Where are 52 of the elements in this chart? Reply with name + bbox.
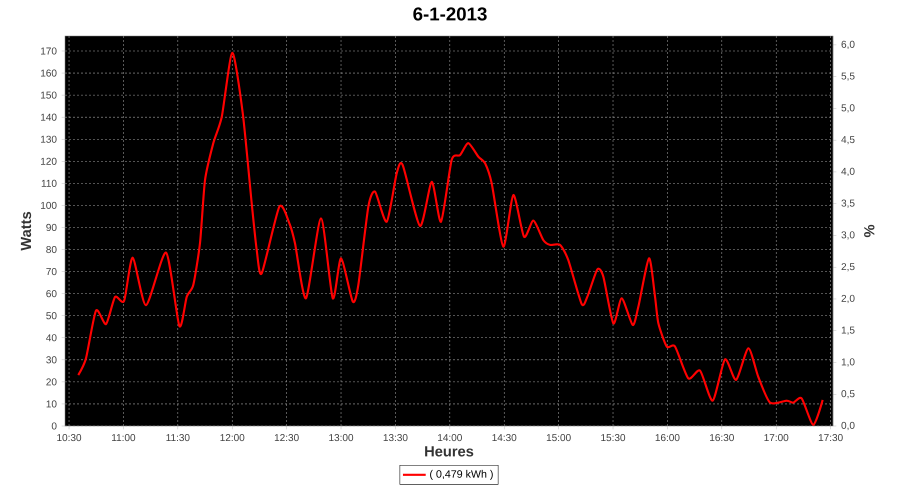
y2-tick-label: 0,5: [841, 390, 855, 398]
legend-label: ( 0,479 kWh ): [430, 470, 493, 480]
y-tick-label: 0: [52, 422, 57, 430]
x-tick-label: 12:00: [220, 434, 244, 442]
x-tick-label: 17:00: [764, 434, 788, 442]
y2-tick-label: 6,0: [842, 40, 855, 50]
x-tick-label: 17:30: [818, 434, 843, 442]
x-tick-label: 11:00: [112, 434, 136, 442]
x-tick-label: 15:00: [546, 434, 571, 442]
y-tick-label: 30: [46, 356, 57, 364]
x-tick-label: 12:30: [274, 434, 299, 442]
x-tick-label: 16:30: [710, 434, 734, 442]
x-tick-label: 15:30: [601, 434, 626, 442]
y-tick-label: 70: [46, 268, 57, 276]
y2-axis-title: %: [864, 224, 874, 238]
y-tick-label: 80: [46, 246, 57, 254]
y2-tick-label: 2,5: [842, 263, 855, 272]
y2-tick-label: 5,0: [841, 104, 855, 113]
y-tick-label: 50: [46, 312, 57, 320]
y-tick-label: 160: [41, 70, 57, 77]
x-tick-label: 14:00: [438, 434, 462, 442]
y-tick-label: 110: [42, 180, 57, 187]
y2-tick-label: 5,5: [841, 72, 855, 81]
y-axis-title: Watts: [20, 212, 32, 251]
y-tick-label: 150: [41, 92, 57, 99]
x-axis-title: Heures: [425, 446, 474, 457]
y2-tick-label: 1,0: [842, 358, 855, 367]
x-tick-label: 11:30: [166, 434, 190, 442]
y-tick-label: 90: [46, 224, 57, 232]
y-tick-label: 10: [46, 400, 57, 408]
y-tick-label: 20: [46, 378, 57, 386]
chart-title: 6-1-2013: [413, 7, 487, 21]
x-tick-label: 16:00: [656, 434, 680, 442]
x-tick-label: 13:00: [329, 434, 354, 442]
y-tick-label: 100: [41, 202, 57, 209]
y-tick-label: 140: [41, 114, 57, 121]
y2-tick-label: 3,0: [841, 231, 855, 240]
x-tick-label: 14:30: [492, 434, 516, 442]
x-tick-label: 10:30: [57, 434, 82, 442]
y2-tick-label: 0,0: [841, 422, 855, 430]
y-tick-label: 120: [41, 158, 57, 165]
y-tick-label: 130: [41, 136, 57, 143]
y-tick-label: 170: [41, 47, 57, 55]
y2-tick-label: 3,5: [841, 200, 855, 208]
y2-tick-label: 2,0: [842, 294, 855, 304]
y-tick-label: 60: [46, 290, 57, 298]
y2-tick-label: 1,5: [842, 326, 855, 335]
x-tick-label: 13:30: [384, 434, 408, 442]
y2-tick-label: 4,0: [841, 168, 855, 176]
line-series: [77, 52, 824, 426]
y2-tick-label: 4,5: [841, 136, 855, 144]
y-tick-label: 40: [46, 334, 57, 342]
